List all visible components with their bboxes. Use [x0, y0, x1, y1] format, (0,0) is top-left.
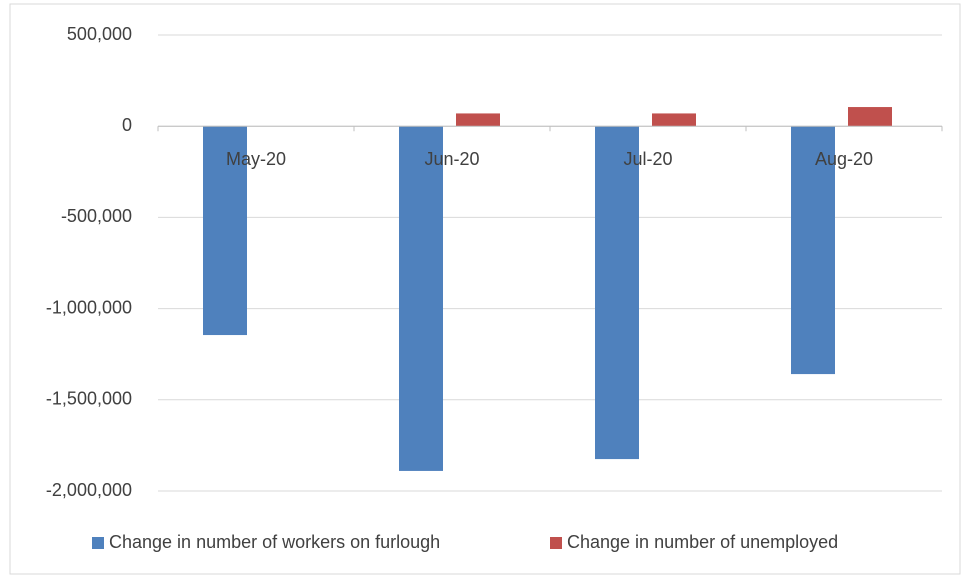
legend-swatch: [92, 537, 104, 549]
y-tick-label: -1,500,000: [46, 389, 132, 409]
bar: [652, 113, 696, 127]
legend-label: Change in number of workers on furlough: [109, 532, 440, 552]
y-tick-label: -1,000,000: [46, 297, 132, 317]
y-tick-label: -500,000: [61, 206, 132, 226]
y-tick-label: 0: [122, 115, 132, 135]
bar: [791, 126, 835, 375]
legend-swatch: [550, 537, 562, 549]
bar: [456, 113, 500, 127]
x-tick-label: May-20: [226, 149, 286, 169]
y-tick-label: 500,000: [67, 24, 132, 44]
bar: [848, 107, 892, 127]
bar: [595, 126, 639, 460]
bar: [399, 126, 443, 471]
x-tick-label: Aug-20: [815, 149, 873, 169]
y-tick-label: -2,000,000: [46, 480, 132, 500]
x-tick-label: Jun-20: [424, 149, 479, 169]
legend-label: Change in number of unemployed: [567, 532, 838, 552]
x-tick-label: Jul-20: [623, 149, 672, 169]
bar: [203, 126, 247, 336]
